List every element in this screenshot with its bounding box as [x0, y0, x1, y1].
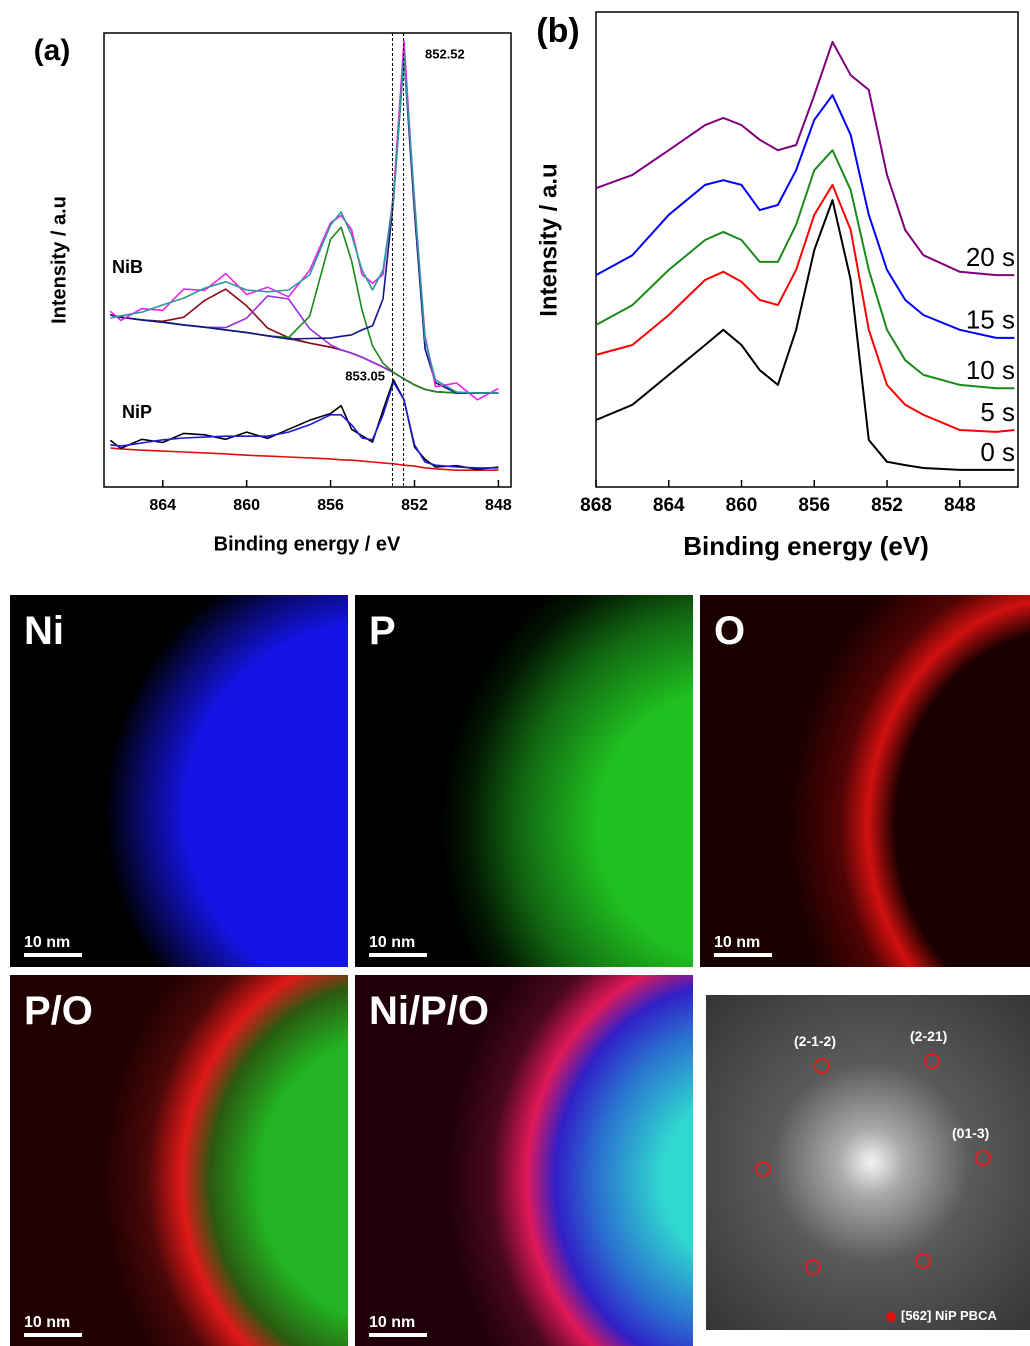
map-label: P/O	[24, 989, 93, 1033]
series-line	[595, 149, 1015, 390]
scale-bar: 10 nm	[24, 934, 82, 957]
series-line	[110, 295, 499, 394]
series-line	[595, 183, 1015, 433]
panel-label: (b)	[536, 12, 579, 50]
plot-frame	[595, 11, 1019, 488]
series-line	[109, 379, 499, 471]
annotation: 853.05	[345, 368, 385, 383]
x-tick-label: 848	[485, 497, 512, 514]
series-line	[110, 54, 499, 394]
spot-label: (01-3)	[952, 1125, 990, 1141]
series-line	[110, 447, 499, 471]
series-label: 20 s	[966, 242, 1015, 272]
panel-label: (a)	[34, 34, 71, 67]
map-label: O	[714, 609, 746, 653]
y-axis-title: Intensity / a.u	[48, 196, 70, 324]
y-axis-title: Intensity / a.u	[535, 163, 562, 316]
map-label: Ni	[24, 609, 64, 653]
series-label: 15 s	[966, 305, 1015, 335]
fft-spot	[755, 1161, 771, 1177]
scale-bar: 10 nm	[369, 1314, 427, 1337]
charts: 864 860 856 852 848 (a) Binding energy / eV Int…	[34, 11, 1019, 561]
fft-panel: (2-1-2) (2-21) (01-3) [562] NiP PBCA	[706, 995, 1030, 1330]
spot-label: (2-21)	[910, 1028, 948, 1044]
annotation: NiB	[112, 257, 143, 277]
x-axis-title: Binding energy / eV	[214, 533, 401, 555]
series-line	[595, 94, 1015, 339]
map-label: Ni/P/O	[369, 989, 490, 1033]
x-tick-label: 852	[871, 495, 903, 516]
annotation: NiP	[122, 402, 152, 422]
x-tick-label: 860	[233, 497, 260, 514]
map-panel: Ni 10 nm	[10, 595, 348, 967]
plot-frame	[103, 32, 512, 488]
fft-spot	[975, 1150, 991, 1166]
scale-bar: 10 nm	[369, 934, 427, 957]
series-line	[595, 199, 1015, 471]
caption-dot	[886, 1312, 896, 1322]
fft-spot	[805, 1259, 821, 1275]
x-tick-label: 868	[580, 495, 612, 516]
x-tick-label: 848	[944, 495, 976, 516]
x-tick-label: 852	[401, 497, 428, 514]
series-line	[110, 55, 499, 394]
series-line	[110, 226, 499, 394]
x-tick-label: 860	[726, 495, 758, 516]
series-label: 10 s	[966, 355, 1015, 385]
map-panel: Ni/P/O 10 nm	[355, 975, 693, 1346]
map-panel: O 10 nm	[700, 595, 1030, 967]
spot-label: (2-1-2)	[794, 1033, 837, 1049]
scale-bar: 10 nm	[714, 934, 772, 957]
fft-spot	[924, 1053, 940, 1069]
series-line	[110, 381, 499, 469]
x-tick-label: 864	[653, 495, 685, 516]
series-label: 5 s	[980, 397, 1015, 427]
map-label: P	[369, 609, 396, 653]
series-line	[110, 314, 499, 394]
annotation: 852.52	[425, 46, 465, 61]
x-axis-title: Binding energy (eV)	[683, 531, 929, 561]
map-panel: P 10 nm	[355, 595, 693, 967]
fft-spot	[814, 1058, 830, 1074]
x-tick-label: 864	[149, 497, 176, 514]
scale-bar: 10 nm	[24, 1314, 82, 1337]
fft-caption: [562] NiP PBCA	[901, 1308, 997, 1323]
fft-spot	[915, 1253, 931, 1269]
x-tick-label: 856	[798, 495, 830, 516]
series-line	[109, 40, 499, 401]
series-line	[595, 40, 1015, 277]
x-tick-label: 856	[317, 497, 344, 514]
map-panel: P/O 10 nm	[10, 975, 348, 1346]
series-label: 0 s	[980, 437, 1015, 467]
